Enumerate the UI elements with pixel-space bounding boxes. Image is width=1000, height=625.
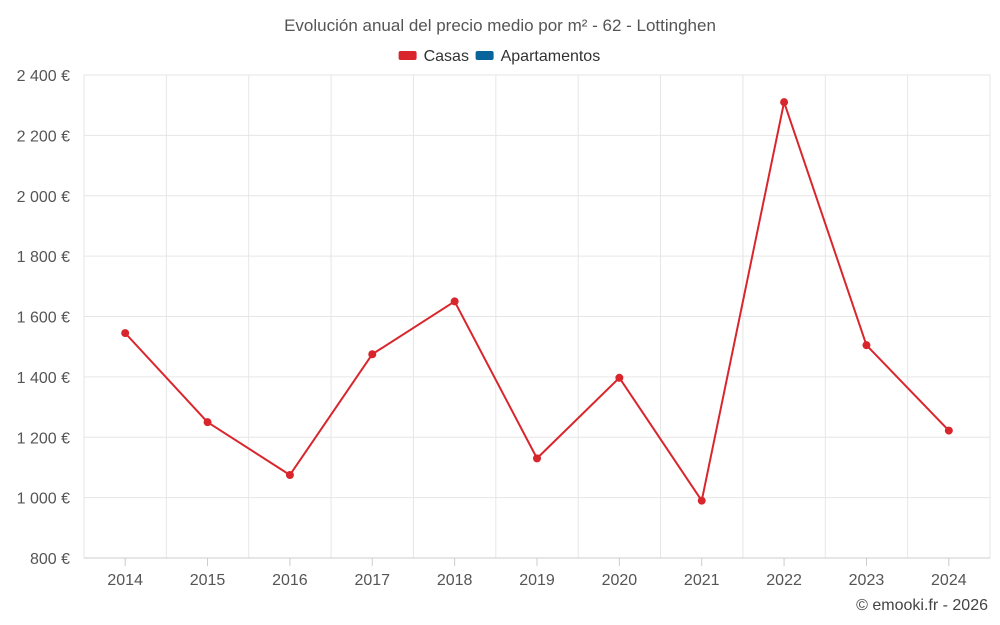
x-tick-label: 2020: [602, 572, 638, 589]
y-tick-label: 2 400 €: [17, 68, 70, 85]
y-tick-label: 1 200 €: [17, 430, 70, 447]
x-tick-label: 2015: [190, 572, 226, 589]
x-axis: 2014 2015 2016 2017 2018 2019 2020 2021 2022 2023…: [84, 557, 990, 589]
x-tick-label: 2022: [766, 572, 802, 589]
x-tick-label: 2014: [107, 572, 143, 589]
y-tick-label: 1 800 €: [17, 249, 70, 266]
data-point: [697, 496, 706, 505]
legend-label-apartamentos: Apartamentos: [501, 48, 601, 65]
legend: Casas Apartamentos: [398, 48, 601, 65]
x-tick-label: 2019: [519, 572, 555, 589]
data-point: [450, 297, 459, 306]
legend-swatch-casas: [398, 51, 417, 60]
y-tick-label: 2 000 €: [17, 189, 70, 206]
y-tick-label: 1 000 €: [17, 491, 70, 508]
data-point: [368, 350, 377, 359]
data-point: [862, 341, 871, 350]
data-point: [203, 418, 212, 427]
x-tick-label: 2024: [931, 572, 967, 589]
y-tick-label: 800 €: [30, 551, 70, 568]
x-tick-label: 2021: [684, 572, 720, 589]
y-tick-label: 1 400 €: [17, 370, 70, 387]
data-point: [780, 98, 789, 107]
legend-swatch-apartamentos: [475, 51, 494, 60]
data-point: [285, 470, 294, 479]
y-tick-label: 2 200 €: [17, 128, 70, 145]
x-tick-label: 2017: [354, 572, 390, 589]
legend-label-casas: Casas: [424, 48, 469, 65]
credits-text: © emooki.fr - 2026: [856, 597, 988, 614]
chart-title: Evolución anual del precio medio por m² …: [284, 16, 716, 35]
series-layer: [121, 98, 953, 505]
data-point: [533, 454, 541, 463]
grid: [83, 74, 991, 559]
x-tick-label: 2023: [849, 572, 885, 589]
y-axis: 800 € 1 000 € 1 200 € 1 400 € 1 600 € 1 800 €…: [17, 68, 70, 568]
x-tick-label: 2016: [272, 572, 308, 589]
y-tick-label: 1 600 €: [17, 310, 70, 327]
data-point: [944, 426, 953, 435]
data-point: [615, 373, 624, 382]
data-point: [121, 329, 130, 338]
x-tick-label: 2018: [437, 572, 473, 589]
